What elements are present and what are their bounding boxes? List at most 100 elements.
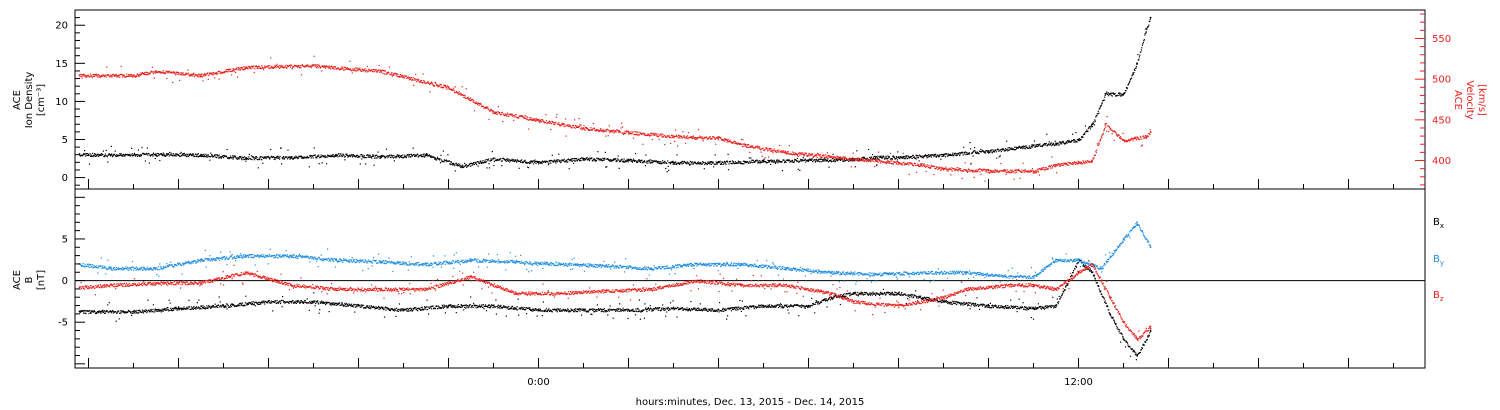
top-data-point <box>492 110 495 113</box>
top-data-point <box>1032 144 1035 147</box>
bottom-data-point <box>267 300 270 303</box>
top-data-point <box>290 156 292 158</box>
bottom-data-point <box>807 304 810 307</box>
bottom-data-point <box>515 292 517 294</box>
top-data-point <box>1136 62 1138 65</box>
bottom-data-point <box>1055 304 1057 307</box>
bottom-data-point <box>852 300 855 303</box>
bottom-data-point <box>1032 283 1035 286</box>
bottom-data-point <box>582 308 585 311</box>
top-data-point <box>492 157 495 160</box>
bottom-data-point <box>560 263 562 265</box>
top-data-point <box>200 153 202 156</box>
bottom-data-point <box>560 292 562 294</box>
top-data-point <box>830 155 832 158</box>
bottom-data-point <box>627 308 630 311</box>
bottom-panel-axes: -5 0 5 <box>58 196 85 365</box>
bottom-data-point <box>1077 258 1080 261</box>
legend-bz: Bz <box>1433 290 1444 303</box>
bottom-data-point <box>875 273 877 275</box>
bottom-data-point <box>290 283 292 286</box>
bottom-data-point <box>785 267 787 269</box>
top-data-point <box>1055 142 1057 145</box>
bottom-data-point <box>312 300 315 303</box>
top-right-tick-label: 450 <box>1432 115 1451 126</box>
top-right-ylabel-3: [km/s] <box>1476 84 1487 116</box>
bottom-data-point <box>1100 267 1102 269</box>
bottom-data-point <box>650 288 652 290</box>
bottom-data-point <box>1149 329 1152 332</box>
top-left-ylabel-3: [cm⁻³] <box>36 84 47 116</box>
bottom-data-point <box>1136 354 1138 357</box>
bottom-data-point <box>245 254 247 257</box>
bottom-data-point <box>470 258 472 261</box>
bottom-data-point <box>1122 321 1125 324</box>
bottom-data-point <box>1010 283 1012 286</box>
top-data-point <box>875 156 877 158</box>
top-left-tick-label: 20 <box>55 21 68 32</box>
bottom-data-point <box>650 267 652 269</box>
bottom-data-point <box>425 288 427 290</box>
top-data-point <box>987 150 990 152</box>
bottom-data-point <box>785 283 787 286</box>
top-data-point <box>1055 163 1057 166</box>
bottom-left-ylabel-3: [nT] <box>36 270 47 290</box>
bottom-data-point <box>740 263 742 265</box>
top-data-point <box>875 159 877 162</box>
bottom-data-point <box>830 271 832 274</box>
bottom-left-tick-label: 5 <box>62 234 68 245</box>
bottom-data-point <box>942 300 945 303</box>
top-data-point <box>1145 28 1147 30</box>
bottom-data-point <box>200 281 202 284</box>
top-right-tick-label: 500 <box>1432 75 1451 86</box>
top-data-point <box>1122 92 1125 95</box>
top-data-point <box>807 159 810 162</box>
bottom-data-point <box>470 275 472 278</box>
bottom-data-point <box>1136 221 1138 224</box>
top-data-point <box>447 86 450 89</box>
bottom-data-point <box>897 304 900 307</box>
bottom-data-point <box>155 267 157 269</box>
bottom-panel: -5 0 5 ACE B [nT] Bx By Bz <box>12 188 1444 369</box>
top-trace <box>79 55 1152 182</box>
top-data-point <box>762 159 765 162</box>
top-data-point <box>942 153 945 156</box>
legend-bx: Bx <box>1433 217 1444 230</box>
bottom-data-point <box>380 288 382 290</box>
top-left-tick-label: 10 <box>55 97 68 108</box>
top-data-point <box>1149 16 1152 19</box>
bottom-data-point <box>78 286 81 289</box>
top-data-point <box>461 165 463 168</box>
bottom-data-point <box>222 304 225 307</box>
top-data-point <box>987 169 990 172</box>
bottom-data-point <box>492 304 495 307</box>
bottom-data-point <box>290 254 292 257</box>
bottom-data-point <box>1109 313 1111 315</box>
top-data-point <box>312 64 315 67</box>
top-left-tick-label: 5 <box>62 135 68 146</box>
bottom-data-point <box>1136 338 1138 340</box>
top-ace-ion-density-series <box>78 16 1152 173</box>
top-data-point <box>1104 92 1107 95</box>
top-data-point <box>672 161 675 164</box>
bottom-data-point <box>762 304 765 307</box>
bottom-data-point <box>1122 338 1125 340</box>
bottom-panel-series <box>75 221 1425 361</box>
top-data-point <box>110 153 112 156</box>
bottom-data-point <box>695 279 697 282</box>
top-data-point <box>155 70 157 72</box>
top-data-point <box>717 161 720 164</box>
top-data-point <box>1091 159 1093 162</box>
top-data-point <box>200 74 202 76</box>
top-data-point <box>537 118 540 121</box>
bottom-data-point <box>402 308 405 311</box>
bottom-data-point <box>357 304 360 307</box>
top-data-point <box>155 153 157 155</box>
bottom-data-point <box>1091 271 1093 274</box>
bottom-data-point <box>1010 275 1012 278</box>
bottom-data-point <box>132 310 135 313</box>
bottom-data-point <box>852 292 855 294</box>
top-data-point <box>1032 170 1035 173</box>
bottom-data-point <box>1109 296 1111 299</box>
